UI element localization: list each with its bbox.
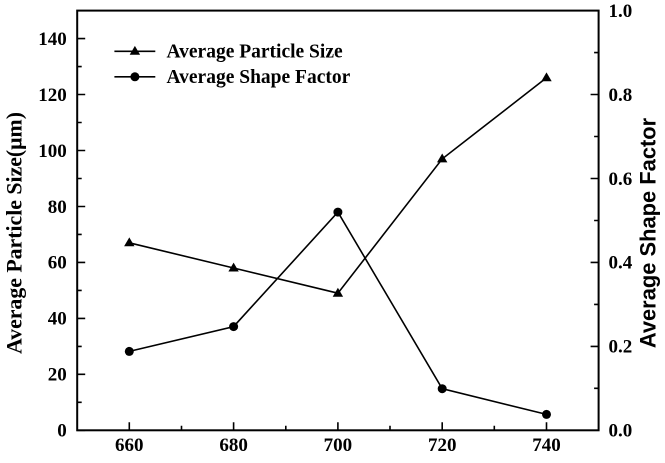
- svg-text:700: 700: [324, 435, 353, 456]
- svg-text:100: 100: [38, 141, 67, 162]
- svg-text:80: 80: [48, 197, 67, 218]
- svg-text:680: 680: [219, 435, 248, 456]
- svg-text:40: 40: [48, 309, 67, 330]
- svg-text:660: 660: [115, 435, 144, 456]
- svg-text:140: 140: [38, 29, 67, 50]
- svg-text:120: 120: [38, 85, 67, 106]
- svg-text:0.0: 0.0: [609, 421, 633, 442]
- svg-text:Average Shape Factor: Average Shape Factor: [167, 67, 351, 88]
- svg-text:0.4: 0.4: [609, 253, 633, 274]
- svg-text:Average Particle Size(μm): Average Particle Size(μm): [3, 112, 27, 354]
- svg-text:20: 20: [48, 365, 67, 386]
- svg-text:720: 720: [428, 435, 457, 456]
- svg-text:0: 0: [57, 421, 67, 442]
- svg-text:60: 60: [48, 253, 67, 274]
- svg-text:0.8: 0.8: [609, 85, 633, 106]
- svg-text:Average Particle Size: Average Particle Size: [167, 42, 343, 63]
- svg-text:1.0: 1.0: [609, 1, 633, 22]
- svg-text:Average Shape Factor: Average Shape Factor: [636, 117, 661, 348]
- svg-text:0.2: 0.2: [609, 337, 633, 358]
- svg-text:0.6: 0.6: [609, 169, 633, 190]
- svg-text:740: 740: [532, 435, 561, 456]
